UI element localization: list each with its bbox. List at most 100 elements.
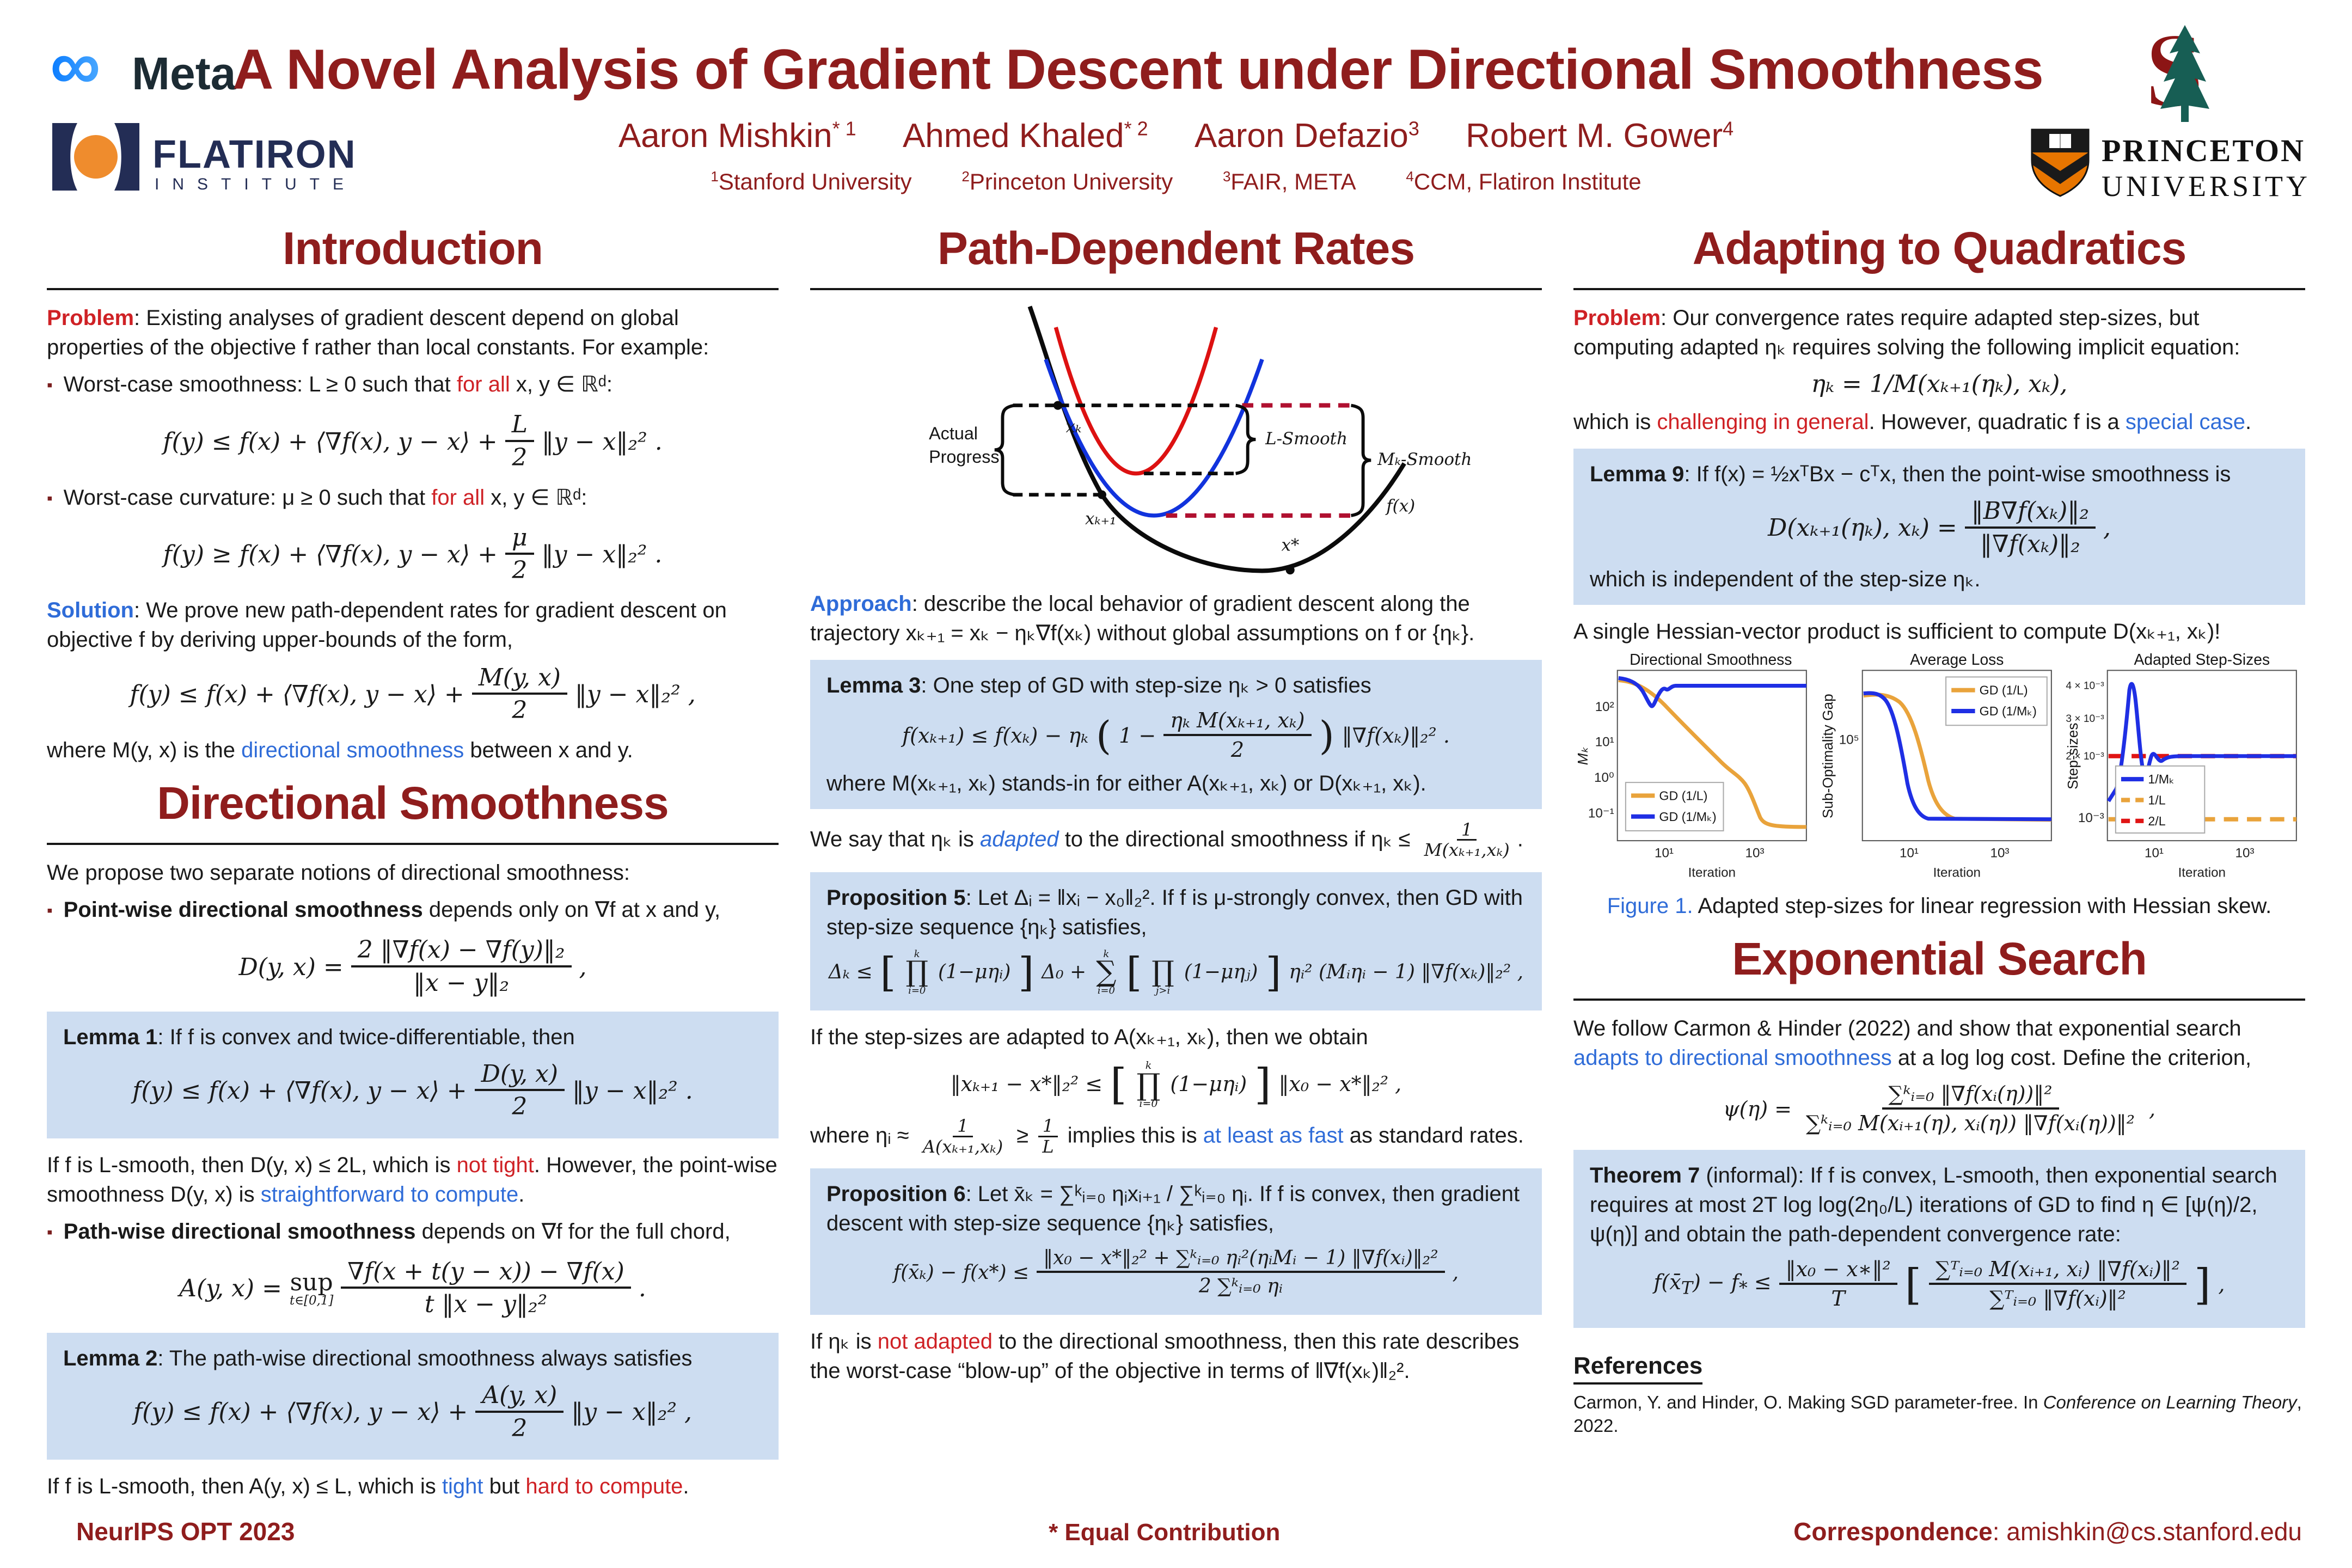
text: to the directional smoothness, then this… [810, 1330, 1520, 1383]
eq-lhs: ψ(η) = [1723, 1097, 1792, 1122]
eq-lhs: A(y, x) = [179, 1275, 282, 1303]
affiliation: 3FAIR, META [1223, 168, 1356, 194]
op-bottom: j>i [1155, 984, 1171, 996]
bullet-worst-case-curvature: ▪ Worst-case curvature: μ ≥ 0 such that … [47, 483, 779, 514]
eq-rhs: , [1452, 1261, 1459, 1284]
xtick: 10³ [2235, 846, 2255, 861]
author: Aaron Mishkin* 1 [618, 117, 856, 155]
fraction-denominator: 2 [512, 696, 528, 725]
inline-fraction: 1 A(xₖ₊₁,xₖ) [918, 1117, 1007, 1156]
eq-rhs: . [638, 1275, 646, 1303]
problem-text: : Existing analyses of gradient descent … [47, 306, 709, 360]
eq-lhs-3: ≤ [1747, 1270, 1772, 1295]
author-line: Aaron Mishkin* 1 Ahmed Khaled* 2 Aaron D… [0, 113, 2352, 159]
text: which is [1573, 409, 1657, 434]
xtick: 10¹ [2145, 846, 2164, 861]
author-name: Ahmed Khaled [902, 117, 1124, 155]
theorem-7-box: Theorem 7 (informal): If f is convex, L-… [1573, 1149, 2305, 1328]
legend-label: GD (1/Mₖ) [1659, 810, 1716, 824]
where-blue: directional smoothness [241, 738, 464, 762]
text-blue: special case [2125, 409, 2246, 434]
caption-number: Figure 1. [1607, 894, 1693, 918]
bullet-text: Worst-case smoothness: L ≥ 0 such that f… [64, 370, 612, 401]
flatiron-left-bracket-icon [52, 123, 77, 191]
text: but [483, 1474, 526, 1499]
reference-text: Carmon, Y. and Hinder, O. Making SGD par… [1573, 1392, 2043, 1412]
footer-equal-contribution: * Equal Contribution [1049, 1518, 1281, 1546]
product-operator: k ∏ i=0 [1137, 1060, 1161, 1108]
equation-implicit-stepsize: ηₖ = 1/M(xₖ₊₁(ηₖ), xₖ), [1573, 371, 2305, 399]
series-gd-1L [1618, 678, 1806, 829]
text-blue: adapted [979, 827, 1059, 852]
column-introduction: Introduction Problem: Existing analyses … [47, 210, 779, 1515]
fraction-denominator: M(xₖ₊₁,xₖ) [1424, 840, 1510, 861]
sup-limit: t∈[0,1] [289, 1293, 334, 1308]
meta-wordmark: Meta [132, 48, 237, 99]
section-heading-introduction: Introduction [283, 223, 543, 274]
challenging-paragraph: which is challenging in general. However… [1573, 407, 2305, 437]
fraction-denominator: 2 ∑ᵏᵢ₌₀ ηᵢ [1198, 1275, 1283, 1297]
eq-lhs: D(y, x) = [238, 953, 344, 981]
ytick: 10⁻¹ [1588, 806, 1614, 821]
actual-progress-label-1: Actual [929, 424, 978, 444]
equation-pointwise-smoothness: D(y, x) = 2 ‖∇f(x) − ∇f(y)‖₂ ‖x − y‖₂ , [47, 935, 779, 999]
fraction: D(y, x) 2 [474, 1059, 565, 1123]
lemma-1-text: Lemma 1: If f is convex and twice-differ… [63, 1022, 762, 1052]
eq-rhs: ‖y − x‖₂² . [541, 540, 663, 568]
plot-title: Adapted Step-Sizes [2134, 652, 2270, 668]
eq-lhs: Δₖ ≤ [828, 961, 873, 984]
lemma-9-rest: : If f(x) = ½xᵀBx − cᵀx, then the point-… [1684, 462, 2231, 486]
equation-lemma-2: f(y) ≤ f(x) + ⟨∇f(x), y − x⟩ + A(y, x) 2 … [63, 1381, 762, 1444]
author: Robert M. Gower4 [1466, 117, 1734, 155]
text: . However, quadratic f is a [1869, 409, 2126, 434]
lemma-3-box: Lemma 3: One step of GD with step-size η… [810, 660, 1542, 809]
series-1-over-Mk [2106, 682, 2296, 803]
bullet-bold: Path-wise directional smoothness [63, 1219, 416, 1244]
bullet-text-post: x, y ∈ ℝᵈ: [510, 372, 613, 397]
plot-adapted-step-sizes: Adapted Step-Sizes Step-sizes 4 × 10⁻³ 3… [2065, 652, 2297, 880]
equation-theorem-7: f(x̄T) − f* ≤ ‖x₀ − x∗‖² T [ ∑ᵀᵢ₌₀ M(xᵢ₊₁… [1590, 1257, 2289, 1313]
flatiron-circle-icon [74, 135, 118, 179]
problem-label: Problem [47, 306, 134, 330]
approach-label: Approach [810, 592, 912, 616]
sum-operator: k ∑ i=0 [1096, 949, 1116, 996]
bullet-text: Point-wise directional smoothness depend… [64, 895, 721, 927]
equation-proposition-5: Δₖ ≤ [ k ∏ i=0 (1−μηᵢ) ] Δ₀ + k ∑ i=0 [ ∏ j>i… [828, 948, 1524, 996]
ytick: 10¹ [1595, 735, 1614, 750]
fraction-denominator: t ‖x − y‖₂² [424, 1290, 548, 1319]
fraction-denominator: ∑ᵏᵢ₌₀ M(xᵢ₊₁(η), xᵢ(η)) ‖∇f(xᵢ(η))‖² [1805, 1111, 2135, 1136]
propose-paragraph: We propose two separate notions of direc… [47, 861, 630, 885]
op-symbol: ∏ [905, 955, 928, 989]
fraction-numerator: 1 [1038, 1117, 1058, 1137]
correspondence-email[interactable]: amishkin@cs.stanford.edu [2006, 1517, 2302, 1546]
column-adapting-to-quadratics: Adapting to Quadratics Problem: Our conv… [1573, 210, 2305, 1515]
eq-lhs: f(xₖ₊₁) ≤ f(xₖ) − ηₖ [902, 724, 1088, 748]
text: . [683, 1474, 689, 1499]
affiliation: 4CCM, Flatiron Institute [1406, 168, 1641, 194]
section-rule [47, 288, 779, 291]
op-bottom: i=0 [1097, 984, 1115, 996]
fraction-denominator: 2 [512, 1414, 528, 1442]
column-path-dependent-rates: Path-Dependent Rates [810, 210, 1542, 1515]
text: We say that ηₖ is [810, 827, 980, 852]
xk-point [1053, 401, 1063, 411]
equation-lemma-9: D(xₖ₊₁(ηₖ), xₖ) = ‖B∇f(xₖ)‖₂ ‖∇f(xₖ)‖₂ , [1590, 497, 2289, 560]
hessian-vector-paragraph: A single Hessian-vector product is suffi… [1573, 620, 2221, 644]
eq-term: (1−μηⱼ) [1184, 961, 1258, 984]
eq-lhs: ‖xₖ₊₁ − x*‖₂² ≤ [950, 1072, 1103, 1097]
poster-title: A Novel Analysis of Gradient Descent und… [232, 38, 2043, 101]
fraction-numerator: D(y, x) [474, 1059, 565, 1092]
eq-rhs: ‖x₀ − x*‖₂² , [1278, 1072, 1402, 1097]
text: where ηᵢ ≈ [810, 1123, 915, 1148]
plot-frame [1861, 670, 2052, 842]
lemma-3-label: Lemma 3 [826, 673, 921, 698]
text: If f is L-smooth, then A(y, x) ≤ L, whic… [47, 1474, 442, 1499]
section-rule [810, 288, 1542, 291]
section-heading-directional-smoothness: Directional Smoothness [157, 777, 669, 829]
product-operator: ∏ j>i [1152, 950, 1174, 995]
affiliation-sup: 4 [1406, 168, 1414, 185]
fraction-denominator: L [1042, 1136, 1054, 1157]
where-m-paragraph: where M(y, x) is the directional smoothn… [47, 736, 779, 765]
eq-rhs: , [579, 953, 587, 981]
